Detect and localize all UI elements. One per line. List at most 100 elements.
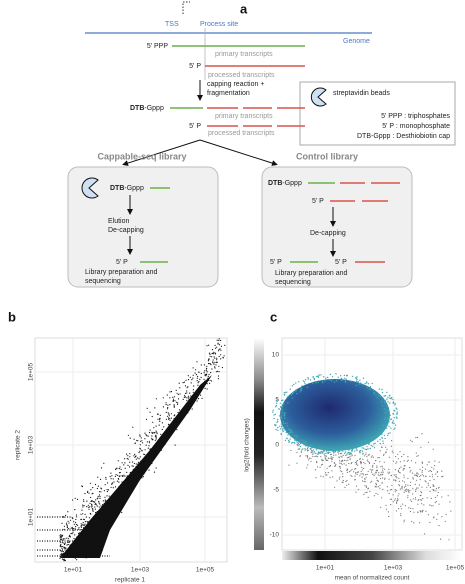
point bbox=[83, 499, 85, 501]
point bbox=[68, 528, 70, 530]
panel-b: b replicate 1 replicate 2 1e+01 1e+03 1e+0… bbox=[8, 309, 228, 584]
point bbox=[104, 499, 106, 501]
point bbox=[438, 461, 440, 463]
point bbox=[424, 480, 426, 482]
point bbox=[435, 500, 437, 503]
point bbox=[356, 471, 359, 473]
point bbox=[369, 468, 371, 470]
point bbox=[333, 451, 335, 453]
point bbox=[437, 491, 439, 494]
point bbox=[204, 380, 206, 382]
point bbox=[403, 468, 406, 470]
point bbox=[173, 396, 176, 398]
point bbox=[213, 363, 215, 365]
point bbox=[67, 552, 69, 554]
point bbox=[372, 438, 374, 440]
point bbox=[63, 538, 65, 540]
point bbox=[349, 458, 351, 460]
point bbox=[299, 391, 301, 393]
point bbox=[197, 375, 199, 378]
point bbox=[273, 414, 275, 416]
point bbox=[344, 486, 346, 489]
point bbox=[434, 501, 436, 504]
point bbox=[148, 469, 150, 471]
point bbox=[415, 474, 417, 476]
point bbox=[204, 387, 206, 389]
point bbox=[162, 397, 164, 399]
point bbox=[361, 450, 364, 452]
point bbox=[208, 344, 210, 346]
point bbox=[438, 503, 440, 505]
point bbox=[363, 455, 366, 457]
point bbox=[433, 516, 435, 518]
point bbox=[72, 553, 74, 555]
point bbox=[376, 477, 378, 479]
point bbox=[394, 404, 396, 406]
point bbox=[148, 442, 150, 444]
point bbox=[273, 417, 275, 420]
point bbox=[382, 440, 384, 442]
point bbox=[338, 478, 340, 480]
point bbox=[350, 470, 352, 472]
point bbox=[434, 496, 436, 499]
point bbox=[74, 557, 77, 559]
point bbox=[187, 375, 189, 377]
point bbox=[346, 454, 348, 456]
point bbox=[316, 462, 318, 464]
point bbox=[208, 363, 210, 365]
point bbox=[407, 484, 409, 486]
point bbox=[421, 486, 423, 488]
point bbox=[399, 472, 401, 474]
point bbox=[81, 540, 83, 542]
point bbox=[68, 541, 70, 543]
point bbox=[304, 448, 306, 450]
point bbox=[147, 435, 149, 437]
point bbox=[215, 371, 217, 373]
point bbox=[137, 463, 139, 465]
point bbox=[187, 398, 189, 400]
ppp-label: 5' PPP bbox=[147, 43, 169, 50]
point bbox=[68, 535, 70, 537]
point bbox=[280, 415, 283, 417]
point bbox=[156, 413, 159, 415]
point bbox=[155, 398, 157, 400]
point bbox=[404, 505, 406, 507]
point bbox=[136, 466, 138, 468]
point bbox=[296, 451, 298, 453]
point bbox=[208, 358, 210, 360]
point bbox=[338, 457, 340, 459]
point bbox=[356, 473, 358, 475]
point bbox=[130, 476, 133, 478]
point bbox=[397, 469, 400, 471]
point bbox=[427, 514, 429, 516]
point bbox=[395, 416, 398, 418]
point bbox=[385, 504, 387, 506]
point bbox=[346, 452, 348, 454]
point bbox=[132, 426, 134, 428]
point bbox=[410, 481, 412, 483]
point bbox=[331, 376, 334, 378]
point bbox=[127, 455, 129, 457]
point bbox=[295, 389, 297, 391]
point bbox=[295, 439, 297, 441]
point bbox=[131, 465, 133, 467]
point bbox=[185, 379, 187, 381]
point bbox=[350, 380, 352, 382]
point bbox=[364, 382, 366, 385]
point bbox=[321, 380, 323, 382]
point bbox=[132, 465, 134, 467]
point bbox=[142, 442, 144, 444]
point bbox=[447, 495, 449, 497]
point bbox=[367, 383, 370, 385]
point bbox=[63, 557, 65, 559]
point bbox=[371, 382, 373, 385]
point bbox=[321, 458, 323, 461]
point bbox=[339, 470, 341, 472]
point bbox=[373, 393, 375, 395]
point bbox=[392, 398, 394, 401]
point bbox=[341, 456, 343, 458]
point bbox=[412, 476, 414, 478]
point bbox=[161, 428, 163, 431]
point bbox=[307, 447, 309, 449]
point bbox=[316, 461, 318, 463]
